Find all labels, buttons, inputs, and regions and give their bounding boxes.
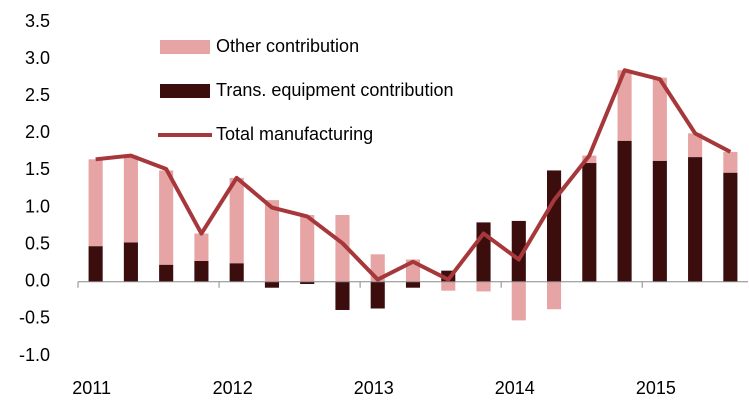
legend-label: Other contribution <box>216 36 359 56</box>
bar <box>441 270 456 282</box>
bar <box>476 222 491 282</box>
bar <box>582 163 597 282</box>
bar <box>194 233 209 261</box>
bar <box>582 155 597 164</box>
bar <box>159 170 174 265</box>
bar <box>547 281 562 310</box>
legend-swatch <box>160 40 210 54</box>
y-tick-label: 1.0 <box>25 196 50 216</box>
bar <box>88 159 103 247</box>
bar <box>511 281 526 321</box>
bar <box>652 77 667 161</box>
bar <box>88 246 103 282</box>
bar <box>476 281 491 292</box>
y-tick-label: 3.5 <box>25 11 50 31</box>
bar <box>688 133 703 158</box>
y-tick-label: 0.5 <box>25 233 50 253</box>
line <box>95 68 732 282</box>
bar <box>511 220 526 282</box>
bar <box>300 281 315 285</box>
legend-label: Total manufacturing <box>216 124 373 144</box>
bar <box>335 214 350 282</box>
legend-swatch <box>160 84 210 98</box>
bar <box>264 200 279 282</box>
bar <box>441 281 456 291</box>
bar <box>300 214 315 282</box>
bar <box>617 140 632 282</box>
x-tick-label: 2014 <box>495 378 535 398</box>
legend-label: Trans. equipment contribution <box>216 80 453 100</box>
bar <box>194 260 209 282</box>
bar <box>688 157 703 282</box>
y-tick-label: 0.0 <box>25 271 50 291</box>
bar <box>370 281 385 309</box>
bar <box>547 170 562 282</box>
x-tick-label: 2015 <box>636 378 676 398</box>
y-tick-label: 2.0 <box>25 122 50 142</box>
bar <box>123 242 138 282</box>
y-tick-label: 2.5 <box>25 85 50 105</box>
x-tick-label: 2011 <box>72 378 111 398</box>
bar <box>617 70 632 141</box>
bar <box>229 177 244 264</box>
y-tick-label: 1.5 <box>25 159 50 179</box>
y-tick-label: 3.0 <box>25 48 50 68</box>
bar <box>723 151 738 173</box>
x-tick-label: 2012 <box>213 378 253 398</box>
bar <box>229 263 244 282</box>
bar <box>264 281 279 288</box>
bar <box>405 281 421 288</box>
y-tick-label: -0.5 <box>19 308 50 328</box>
y-tick-label: -1.0 <box>19 345 50 365</box>
x-tick-label: 2013 <box>354 378 394 398</box>
bar <box>652 160 667 282</box>
bar <box>335 281 350 310</box>
bar <box>723 172 738 282</box>
bar <box>123 155 138 243</box>
bar <box>159 264 174 282</box>
